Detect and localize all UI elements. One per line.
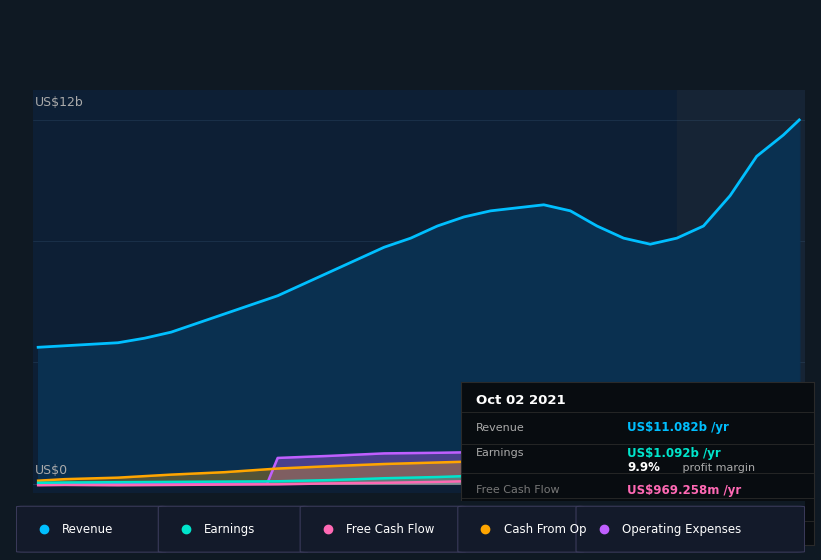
Text: Oct 02 2021: Oct 02 2021 [475, 394, 565, 407]
Text: US$1.898b /yr: US$1.898b /yr [627, 526, 722, 539]
Text: Revenue: Revenue [475, 423, 525, 433]
FancyBboxPatch shape [458, 506, 584, 552]
FancyBboxPatch shape [158, 506, 308, 552]
FancyBboxPatch shape [16, 506, 166, 552]
Text: Revenue: Revenue [62, 522, 113, 536]
Text: 9.9%: 9.9% [627, 461, 660, 474]
Text: US$969.258m /yr: US$969.258m /yr [627, 484, 741, 497]
Text: US$0: US$0 [35, 464, 68, 477]
Text: Operating Expenses: Operating Expenses [621, 522, 741, 536]
Text: US$1.505b /yr: US$1.505b /yr [627, 505, 721, 518]
Text: US$12b: US$12b [35, 96, 84, 109]
FancyBboxPatch shape [576, 506, 805, 552]
Bar [677, 90, 805, 493]
Text: Earnings: Earnings [204, 522, 255, 536]
Text: Operating Expenses: Operating Expenses [475, 528, 588, 538]
Text: profit margin: profit margin [678, 463, 754, 473]
Text: US$1.092b /yr: US$1.092b /yr [627, 447, 721, 460]
Text: Earnings: Earnings [475, 448, 524, 458]
Text: Cash From Op: Cash From Op [503, 522, 586, 536]
Text: Free Cash Flow: Free Cash Flow [475, 486, 559, 496]
Text: Cash From Op: Cash From Op [475, 507, 553, 516]
Text: Free Cash Flow: Free Cash Flow [346, 522, 434, 536]
Text: US$11.082b /yr: US$11.082b /yr [627, 422, 729, 435]
FancyBboxPatch shape [300, 506, 466, 552]
